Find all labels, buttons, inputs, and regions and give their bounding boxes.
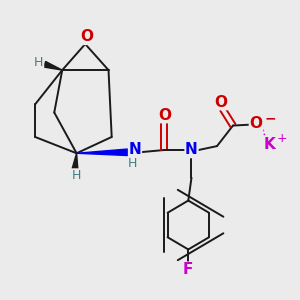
Text: H: H (34, 56, 44, 69)
Polygon shape (44, 61, 62, 70)
Text: K: K (264, 136, 276, 152)
Text: H: H (128, 157, 137, 170)
Text: O: O (80, 29, 93, 44)
Text: N: N (129, 142, 141, 158)
Text: F: F (183, 262, 194, 277)
Polygon shape (76, 149, 128, 155)
Text: H: H (71, 169, 81, 182)
Text: O: O (215, 94, 228, 110)
Text: N: N (185, 142, 198, 158)
Text: O: O (158, 108, 171, 123)
Polygon shape (72, 153, 78, 169)
Text: O: O (250, 116, 262, 131)
Text: −: − (265, 112, 277, 126)
Text: +: + (276, 132, 287, 145)
